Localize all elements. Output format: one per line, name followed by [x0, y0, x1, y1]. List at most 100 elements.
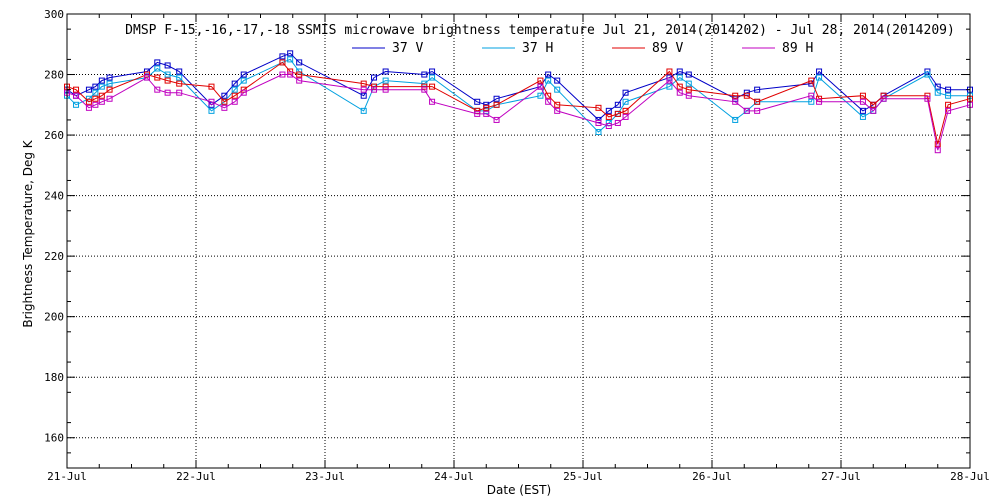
data-point-37-h: [676, 74, 683, 81]
data-point-37-v: [106, 74, 113, 81]
data-point-89-v: [231, 92, 238, 99]
chart-grid: [67, 14, 970, 468]
data-point-89-h: [92, 101, 99, 108]
data-point-89-v: [743, 92, 750, 99]
data-point-37-h: [685, 80, 692, 87]
data-point-89-h: [537, 83, 544, 90]
y-axis-label: Brightness Temperature, Deg K: [21, 139, 35, 327]
data-point-89-v: [371, 83, 378, 90]
data-point-37-h: [231, 86, 238, 93]
data-point-89-v: [164, 77, 171, 84]
data-point-89-v: [545, 92, 552, 99]
data-point-37-h: [732, 116, 739, 123]
y-tick-label: 280: [44, 69, 64, 82]
y-tick-label: 260: [44, 129, 64, 142]
data-point-89-h: [754, 107, 761, 114]
series-37-h: [64, 56, 973, 136]
data-point-89-h: [493, 116, 500, 123]
series-layer: [64, 50, 973, 154]
data-point-89-h: [743, 107, 750, 114]
data-point-89-h: [474, 110, 481, 117]
data-point-89-v: [98, 92, 105, 99]
data-point-89-v: [382, 83, 389, 90]
data-point-37-v: [816, 68, 823, 75]
data-point-37-v: [231, 80, 238, 87]
data-point-89-v: [85, 98, 92, 105]
legend-label-89-h: 89 H: [782, 41, 813, 56]
data-point-89-v: [176, 80, 183, 87]
data-point-37-h: [924, 71, 931, 78]
data-point-89-v: [537, 77, 544, 84]
data-point-89-h: [360, 86, 367, 93]
x-axis-label: Date (EST): [487, 483, 551, 497]
data-point-37-h: [859, 113, 866, 120]
data-point-37-v: [92, 83, 99, 90]
data-point-37-v: [732, 95, 739, 102]
data-point-89-h: [73, 92, 80, 99]
data-point-89-v: [676, 83, 683, 90]
data-point-89-v: [945, 101, 952, 108]
data-point-89-h: [221, 104, 228, 111]
data-point-89-v: [474, 107, 481, 114]
y-tick-label: 200: [44, 311, 64, 324]
data-point-89-h: [421, 86, 428, 93]
data-point-37-h: [666, 83, 673, 90]
data-point-37-v: [945, 86, 952, 93]
legend-label-37-v: 37 V: [392, 41, 423, 56]
data-point-89-h: [154, 86, 161, 93]
data-point-89-h: [732, 98, 739, 105]
data-point-37-h: [554, 86, 561, 93]
data-point-37-h: [483, 107, 490, 114]
x-tick-label: 21-Jul: [47, 470, 87, 483]
data-point-37-v: [164, 62, 171, 69]
data-point-89-h: [622, 113, 629, 120]
data-point-89-h: [371, 86, 378, 93]
data-point-89-h: [429, 98, 436, 105]
data-point-89-h: [143, 74, 150, 81]
data-point-37-v: [685, 71, 692, 78]
data-point-37-h: [605, 119, 612, 126]
data-point-37-h: [622, 98, 629, 105]
data-point-37-v: [240, 71, 247, 78]
chart-title: DMSP F-15,-16,-17,-18 SSMIS microwave br…: [125, 23, 955, 38]
data-point-37-v: [605, 107, 612, 114]
data-point-37-h: [808, 98, 815, 105]
data-point-89-v: [429, 83, 436, 90]
data-point-89-v: [934, 141, 941, 148]
data-point-89-v: [808, 77, 815, 84]
data-point-37-h: [98, 83, 105, 90]
data-point-37-v: [279, 53, 286, 60]
legend-label-89-v: 89 V: [652, 41, 683, 56]
data-point-37-v: [98, 77, 105, 84]
data-point-37-v: [154, 59, 161, 66]
data-point-37-v: [859, 107, 866, 114]
data-point-89-v: [360, 80, 367, 87]
data-point-37-v: [371, 74, 378, 81]
data-point-37-v: [221, 92, 228, 99]
data-point-89-h: [945, 107, 952, 114]
data-point-89-h: [816, 98, 823, 105]
data-point-37-v: [429, 68, 436, 75]
data-point-89-v: [685, 86, 692, 93]
y-tick-label: 220: [44, 250, 64, 263]
legend-label-37-h: 37 H: [522, 41, 553, 56]
data-point-89-v: [92, 95, 99, 102]
data-point-89-h: [231, 98, 238, 105]
data-point-89-h: [240, 89, 247, 96]
x-tick-label: 28-Jul: [950, 470, 990, 483]
series-line-89-v: [66, 61, 971, 145]
y-tick-label: 180: [44, 371, 64, 384]
data-point-37-v: [493, 95, 500, 102]
data-point-89-h: [382, 86, 389, 93]
data-point-37-h: [240, 77, 247, 84]
data-point-89-h: [614, 119, 621, 126]
data-point-37-v: [545, 71, 552, 78]
data-point-89-h: [287, 71, 294, 78]
data-point-89-h: [934, 147, 941, 154]
data-point-89-h: [279, 71, 286, 78]
series-89-v: [64, 59, 973, 148]
data-point-37-v: [296, 59, 303, 66]
data-point-89-h: [859, 98, 866, 105]
data-point-89-h: [870, 107, 877, 114]
data-point-89-v: [859, 92, 866, 99]
